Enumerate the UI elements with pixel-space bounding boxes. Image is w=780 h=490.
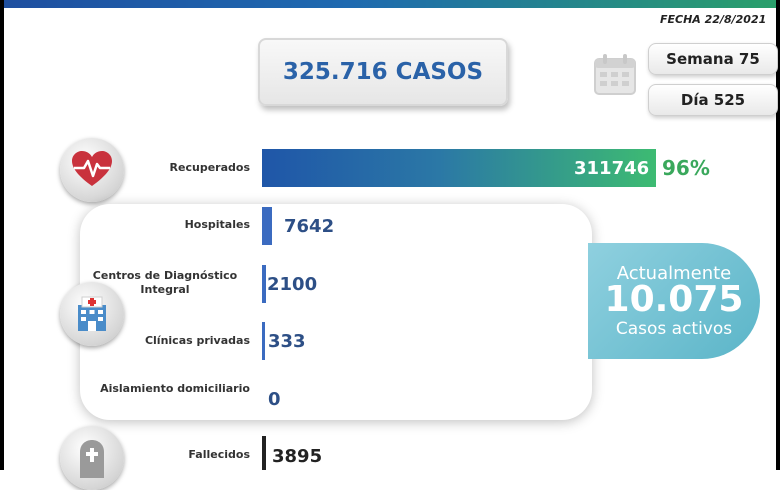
deaths-value: 3895 [272, 446, 323, 467]
recovered-percent: 96% [662, 156, 710, 180]
active-cases-bubble: Actualmente 10.075 Casos activos [588, 243, 760, 359]
week-pill: Semana 75 [648, 43, 778, 75]
hospitals-bar [262, 207, 272, 245]
active-label-top: Actualmente [616, 263, 732, 284]
recovered-value: 311746 [574, 158, 650, 179]
hospital-icon-badge [60, 282, 124, 346]
day-label: Día 525 [680, 91, 746, 109]
hospitals-value: 7642 [284, 216, 335, 237]
active-label-bottom: Casos activos [615, 319, 733, 339]
hospitalization-panel [80, 204, 592, 420]
right-border [776, 0, 780, 470]
calendar-icon [594, 54, 636, 95]
top-banner-strip [0, 0, 780, 8]
total-cases: 325.716 CASOS [282, 59, 484, 85]
deaths-bar [262, 436, 266, 470]
active-cases-number: 10.075 [604, 279, 744, 320]
recovered-bar [262, 149, 656, 187]
total-cases-box: 325.716 CASOS [258, 38, 508, 106]
report-date: FECHA 22/8/2021 [660, 13, 767, 26]
heart-pulse-icon [72, 151, 112, 186]
home-isolation-label: Aislamiento domiciliario [100, 382, 250, 395]
private-clinics-value: 333 [268, 331, 306, 352]
week-label: Semana 75 [666, 50, 760, 68]
recovered-icon-badge [60, 138, 124, 202]
private-clinics-bar [262, 322, 265, 360]
private-clinics-label: Clínicas privadas [144, 334, 250, 347]
hospitals-label: Hospitales [184, 218, 250, 231]
cdi-value: 2100 [267, 274, 318, 295]
home-isolation-value: 0 [268, 389, 281, 410]
hospital-building-icon [78, 296, 106, 331]
deaths-label: Fallecidos [188, 448, 250, 461]
cdi-bar [262, 265, 266, 303]
recovered-label: Recuperados [169, 161, 250, 174]
cdi-label: Centros de Diagnóstico Integral [92, 269, 238, 296]
day-pill: Día 525 [648, 84, 778, 116]
left-border [0, 0, 4, 470]
tombstone-icon [80, 440, 104, 478]
